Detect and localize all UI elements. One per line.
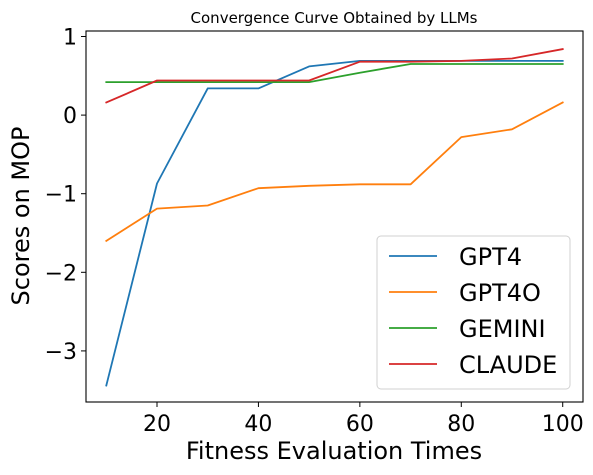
x-tick-label: 20 <box>143 412 171 437</box>
series-layer <box>105 48 564 387</box>
x-axis-label: Fitness Evaluation Times <box>186 437 482 465</box>
series-line-gemini <box>105 63 564 83</box>
legend-items: GPT4 GPT4O GEMINI CLAUDE <box>389 243 557 379</box>
x-tick-label: 100 <box>542 412 584 437</box>
y-tick-label: 1 <box>63 26 77 51</box>
y-axis-ticks: 1 0 −1 −2 −3 <box>45 26 86 365</box>
x-tick-label: 40 <box>244 412 272 437</box>
plot-frame <box>85 30 584 403</box>
x-tick-label: 60 <box>346 412 374 437</box>
legend-box <box>376 235 571 390</box>
y-tick-label: −2 <box>45 261 77 286</box>
y-tick-label: −1 <box>45 183 77 208</box>
legend-label-gpt4o: GPT4O <box>459 279 541 307</box>
series-line-gpt4o <box>105 101 564 243</box>
y-tick-label: 0 <box>63 104 77 129</box>
x-axis-ticks: 20 40 60 80 100 <box>143 402 584 437</box>
legend-label-claude: CLAUDE <box>459 351 557 379</box>
y-tick-label: −3 <box>45 340 77 365</box>
y-axis-label: Scores on MOP <box>7 127 35 306</box>
legend-label-gemini: GEMINI <box>459 315 546 343</box>
legend-label-gpt4: GPT4 <box>459 243 522 271</box>
series-line-gpt4 <box>105 60 564 387</box>
legend: GPT4 GPT4O GEMINI CLAUDE <box>376 235 571 390</box>
x-tick-label: 80 <box>447 412 475 437</box>
chart-title: Convergence Curve Obtained by LLMs <box>191 9 478 27</box>
series-line-claude <box>105 48 564 104</box>
